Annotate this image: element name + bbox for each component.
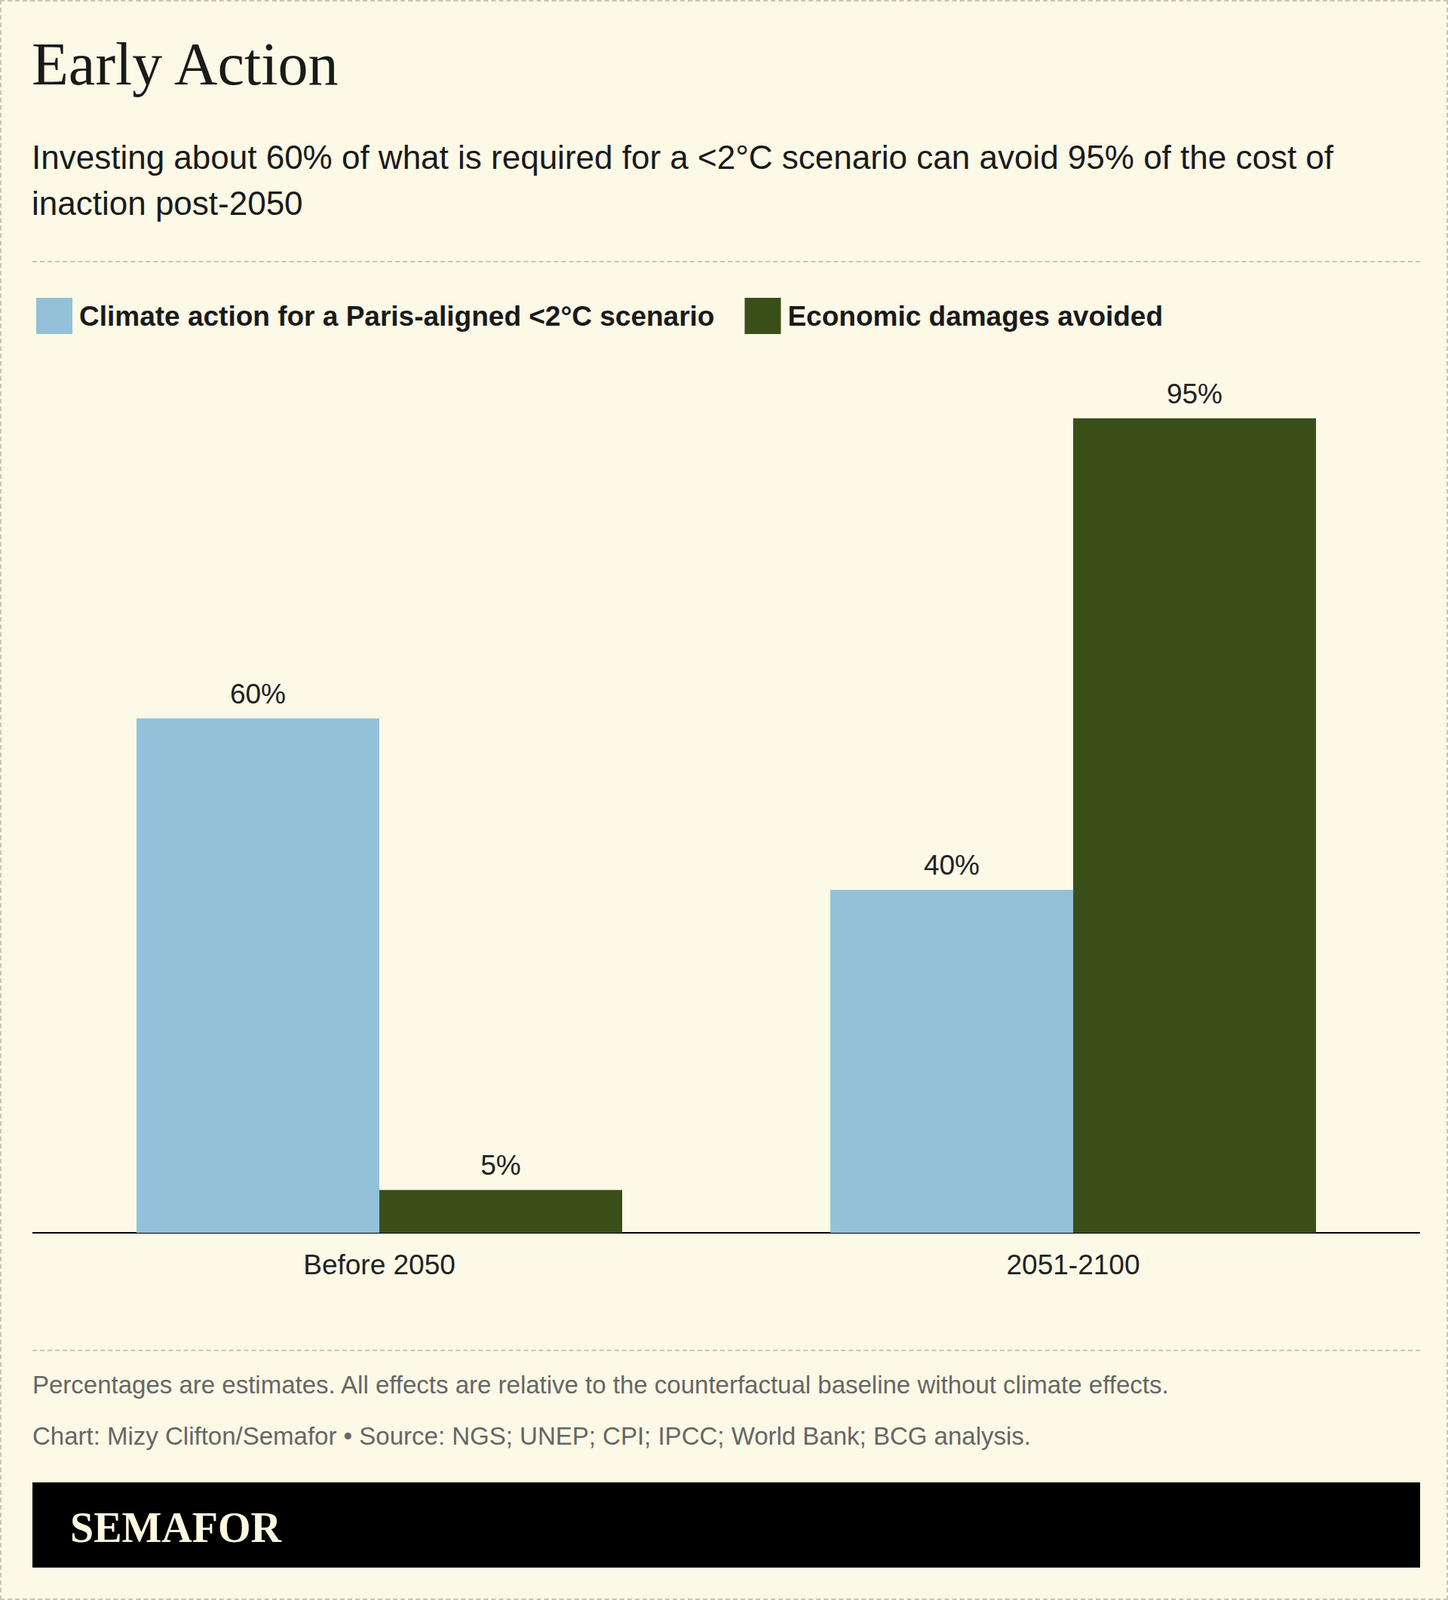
svg-text:5%: 5%: [480, 1150, 521, 1182]
svg-text:40%: 40%: [923, 849, 980, 881]
svg-text:Climate action for a Paris-ali: Climate action for a Paris-aligned <2°C …: [79, 300, 715, 332]
html-text:Early Action: Early Action: [31, 30, 339, 98]
svg-text:2051-2100: 2051-2100: [1006, 1249, 1141, 1281]
svg-text:Before 2050: Before 2050: [303, 1249, 456, 1281]
svg-text:60%: 60%: [230, 678, 286, 710]
html-text:Investing about 60% of what is: Investing about 60% of what is required …: [31, 138, 1334, 222]
html-text:SEMAFOR: SEMAFOR: [70, 1504, 282, 1552]
html-text:Chart: Mizy Clifton/Semafor •: Chart: Mizy Clifton/Semafor • Source: NG…: [32, 1422, 1031, 1451]
html-text:Percentages are estimates. All: Percentages are estimates. All effects a…: [32, 1371, 1169, 1399]
svg-text:Economic damages avoided: Economic damages avoided: [787, 300, 1163, 332]
svg-text:95%: 95%: [1166, 378, 1223, 410]
